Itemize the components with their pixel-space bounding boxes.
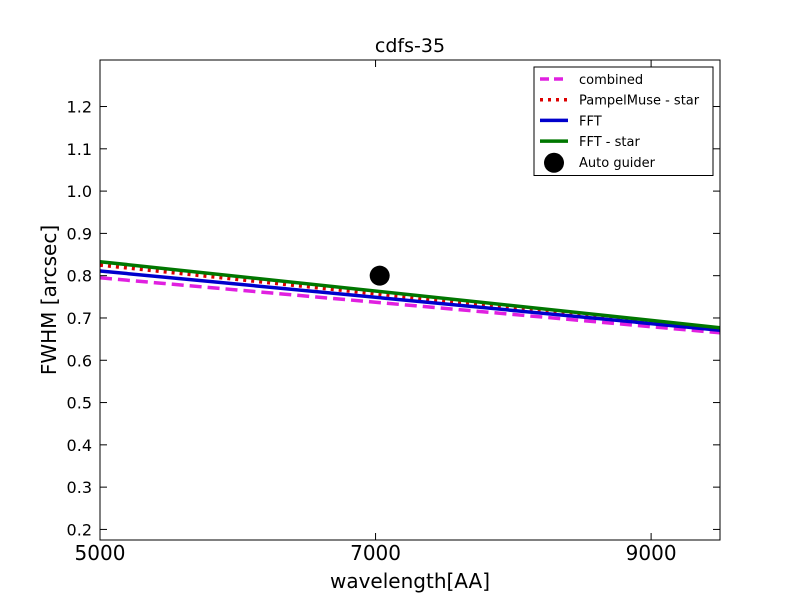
y-tick-label-6: 0.8	[67, 267, 92, 286]
legend-label-3: FFT - star	[579, 135, 640, 150]
y-tick-label-8: 1.0	[67, 182, 92, 201]
y-tick-label-0: 0.2	[67, 520, 92, 539]
plot-frame	[99, 59, 721, 541]
y-tick-label-3: 0.5	[67, 394, 92, 413]
x-tick-label-2: 9000	[626, 541, 677, 565]
chart-title: cdfs-35	[375, 35, 445, 57]
x-tick-label-0: 5000	[75, 541, 126, 565]
legend-label-point-0: Auto guider	[579, 156, 656, 171]
y-tick-label-10: 1.2	[67, 98, 92, 117]
x-axis-label: wavelength[AA]	[330, 569, 490, 593]
legend: combined PampelMuse - star FFT FFT - star Au…	[533, 66, 714, 176]
y-tick-label-5: 0.7	[67, 309, 92, 328]
plot-area: 5000 7000 9000 0.2 0.3 0.4 0.5 0.6 0.7 0.8 0.9 1.0 1…	[67, 59, 721, 565]
data-point-0	[369, 265, 390, 286]
y-tick-label-2: 0.4	[67, 436, 92, 455]
y-tick-label-7: 0.9	[67, 224, 92, 243]
y-tick-label-4: 0.6	[67, 351, 92, 370]
y-axis-label: FWHM [arcsec]	[37, 225, 61, 375]
y-tick-label-1: 0.3	[67, 478, 92, 497]
legend-marker-point-0	[544, 152, 564, 173]
series-line-2	[100, 269, 720, 332]
series-lines	[100, 259, 720, 335]
series-line-0	[100, 276, 720, 335]
legend-label-1: PampelMuse - star	[579, 94, 700, 109]
x-tick-label-1: 7000	[350, 541, 401, 565]
legend-label-0: combined	[579, 73, 643, 88]
y-tick-label-9: 1.1	[67, 140, 92, 159]
series-line-3	[100, 259, 720, 330]
legend-label-2: FFT	[579, 114, 602, 129]
